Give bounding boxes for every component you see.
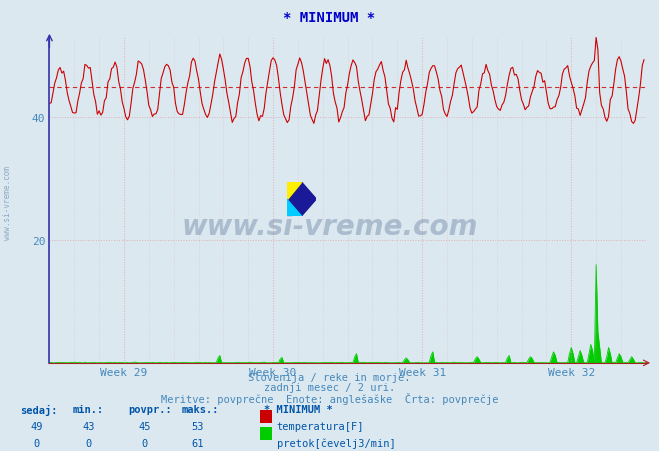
Polygon shape [287,183,316,216]
Text: www.si-vreme.com: www.si-vreme.com [181,213,478,241]
Text: povpr.:: povpr.: [129,404,172,414]
Text: 0: 0 [86,438,92,448]
Text: temperatura[F]: temperatura[F] [277,421,364,431]
Polygon shape [287,183,302,199]
Text: 53: 53 [192,421,204,431]
Text: zadnji mesec / 2 uri.: zadnji mesec / 2 uri. [264,382,395,392]
Text: * MINIMUM *: * MINIMUM * [264,404,332,414]
Text: sedaj:: sedaj: [20,404,57,414]
Text: 0: 0 [33,438,40,448]
Text: * MINIMUM *: * MINIMUM * [283,11,376,25]
Text: Meritve: povprečne  Enote: anglešaške  Črta: povprečje: Meritve: povprečne Enote: anglešaške Črt… [161,392,498,404]
Text: Slovenija / reke in morje.: Slovenija / reke in morje. [248,372,411,382]
Text: 43: 43 [83,421,95,431]
Text: 61: 61 [192,438,204,448]
Text: 0: 0 [142,438,148,448]
Text: min.:: min.: [72,404,103,414]
Text: pretok[čevelj3/min]: pretok[čevelj3/min] [277,438,395,448]
Text: maks.:: maks.: [181,404,219,414]
Text: 49: 49 [30,421,42,431]
Polygon shape [287,199,302,216]
Text: www.si-vreme.com: www.si-vreme.com [3,166,13,240]
Text: 45: 45 [139,421,151,431]
